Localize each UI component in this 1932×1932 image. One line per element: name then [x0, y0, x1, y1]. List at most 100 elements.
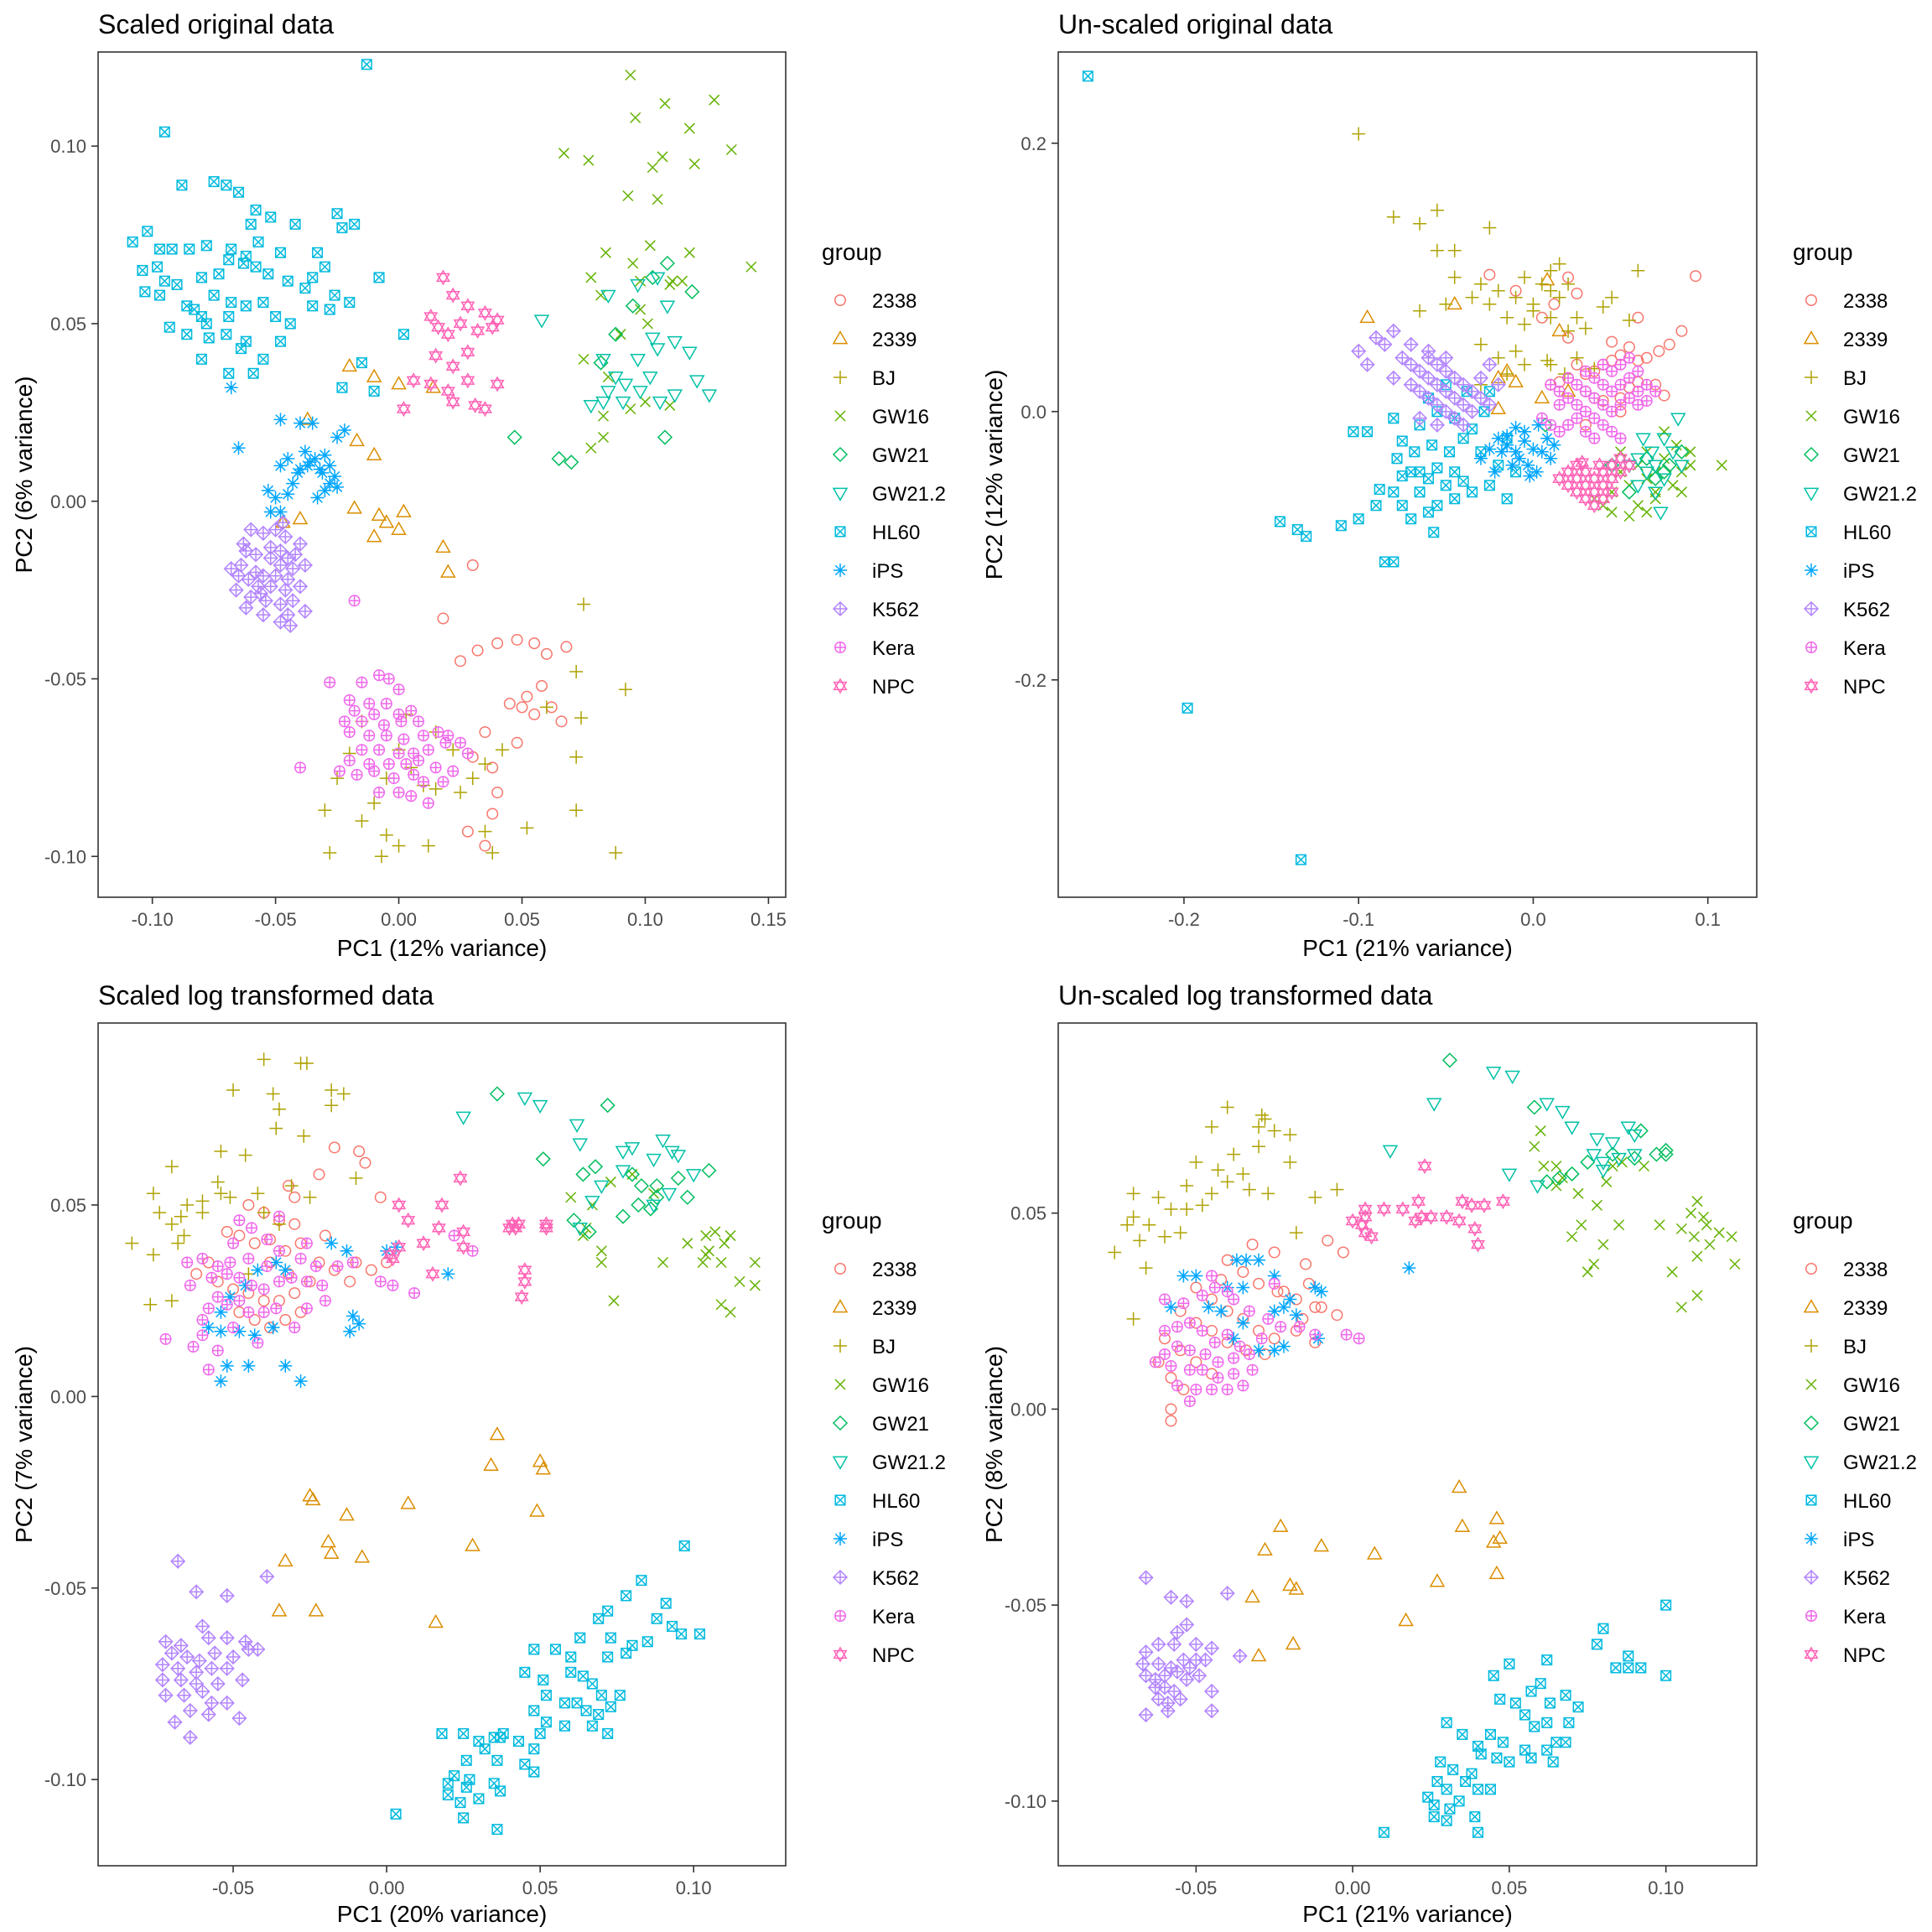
- point-2338: [1240, 1344, 1253, 1357]
- point-k562: [1179, 1593, 1195, 1609]
- point-gw16: [683, 247, 695, 258]
- point-k562: [267, 568, 283, 584]
- panel-title: Scaled log transformed data: [98, 980, 434, 1010]
- point-2338: [1165, 1372, 1177, 1384]
- point-bj: [174, 1209, 188, 1223]
- point-hl60: [1572, 1701, 1584, 1713]
- point-gw16: [1666, 1266, 1678, 1278]
- point-kera: [1208, 1281, 1221, 1294]
- y-axis-label: PC2 (7% variance): [11, 1346, 37, 1543]
- point-npc: [1596, 491, 1611, 507]
- point-hl60: [312, 247, 324, 258]
- point-gw16: [577, 1229, 589, 1242]
- legend-key-ips: [1805, 564, 1818, 577]
- point-kera: [1293, 1321, 1306, 1333]
- point-gw21-2: [1630, 480, 1646, 494]
- point-k562: [1446, 410, 1462, 426]
- point-ips: [291, 465, 305, 480]
- point-gw16: [600, 247, 611, 258]
- x-tick-label: 0.15: [750, 909, 787, 930]
- point-bj: [195, 1206, 210, 1220]
- points: [1082, 70, 1727, 865]
- point-gw21-2: [600, 386, 616, 400]
- point-2338: [1253, 1277, 1265, 1290]
- point-k562: [285, 561, 301, 577]
- point-gw16: [1675, 1223, 1687, 1234]
- point-gw21: [701, 1162, 717, 1178]
- point-ips: [1227, 1332, 1241, 1346]
- point-bj: [1430, 243, 1444, 257]
- point-k562: [1385, 370, 1401, 386]
- legend-key-2339: [1803, 330, 1820, 345]
- point-k562: [297, 603, 313, 620]
- point-kera: [387, 1279, 399, 1291]
- point-bj: [1413, 304, 1427, 318]
- point-kera: [397, 733, 410, 745]
- point-2338: [1337, 1246, 1349, 1259]
- point-hl60: [270, 311, 282, 323]
- panel-scaled-original-data: Scaled original data -0.10 -0.05 0.00 0.05 0.…: [11, 9, 946, 961]
- legend-label: 2338: [1843, 290, 1888, 313]
- point-gw16: [657, 1256, 669, 1269]
- point-k562: [226, 1649, 242, 1665]
- point-hl60: [1472, 1784, 1484, 1795]
- point-2339: [532, 1453, 548, 1467]
- point-npc: [538, 1219, 553, 1236]
- legend-key-gw21-2: [1803, 1456, 1820, 1470]
- point-hl60: [519, 1758, 531, 1770]
- point-npc: [385, 1250, 400, 1267]
- point-bj: [171, 1236, 185, 1250]
- point-hl60: [1483, 480, 1495, 491]
- point-bj: [1439, 297, 1453, 311]
- legend: group 2338 2339 BJ GW16 GW21 GW21.2 HL60 iPS K562…: [1793, 239, 1917, 699]
- point-bj: [226, 1083, 241, 1097]
- point-kera: [1353, 1332, 1365, 1345]
- point-hl60: [621, 1647, 632, 1659]
- point-ips: [1488, 465, 1502, 479]
- point-npc: [1376, 1201, 1391, 1218]
- point-kera: [1535, 412, 1548, 424]
- legend-item-npc: NPC: [1804, 676, 1886, 699]
- point-ips: [1500, 438, 1514, 452]
- point-gw16: [1670, 439, 1682, 451]
- point-kera: [205, 1271, 218, 1284]
- point-kera: [1614, 398, 1627, 411]
- point-gw21-2: [1656, 473, 1672, 487]
- point-hl60: [1335, 520, 1347, 532]
- point-ips: [337, 423, 351, 438]
- point-npc: [382, 1246, 397, 1263]
- legend-item-2339: 2339: [1803, 1297, 1888, 1320]
- point-ips: [273, 459, 288, 473]
- point-ips: [1523, 469, 1537, 483]
- point-2338: [1237, 1265, 1249, 1278]
- legend-label: HL60: [1843, 1490, 1891, 1513]
- point-hl60: [1541, 1654, 1553, 1666]
- point-gw16: [558, 148, 570, 159]
- point-bj: [1283, 1155, 1297, 1169]
- point-gw16: [1597, 1239, 1609, 1250]
- point-gw16: [1675, 486, 1687, 498]
- point-hl60: [586, 1720, 598, 1732]
- point-hl60: [495, 1785, 506, 1797]
- point-2339: [308, 1602, 325, 1617]
- point-hl60: [513, 1736, 525, 1748]
- point-gw16: [667, 275, 678, 287]
- point-kera: [429, 761, 442, 774]
- point-kera: [257, 1283, 270, 1296]
- point-gw21: [1633, 1123, 1649, 1139]
- point-bj: [392, 839, 406, 853]
- legend-item-ips: iPS: [834, 560, 903, 583]
- point-k562: [1490, 377, 1506, 392]
- point-hl60: [1295, 854, 1306, 865]
- point-kera: [261, 1260, 273, 1273]
- point-2338: [1268, 1246, 1280, 1259]
- point-npc: [453, 1170, 468, 1187]
- point-k562: [1179, 1617, 1195, 1633]
- point-npc: [477, 304, 492, 321]
- point-gw21-2: [1426, 1098, 1442, 1112]
- point-2338: [1290, 1324, 1302, 1337]
- point-kera: [1243, 1305, 1255, 1317]
- point-hl60: [1478, 406, 1490, 418]
- point-ips: [313, 462, 327, 476]
- point-ips: [300, 459, 314, 473]
